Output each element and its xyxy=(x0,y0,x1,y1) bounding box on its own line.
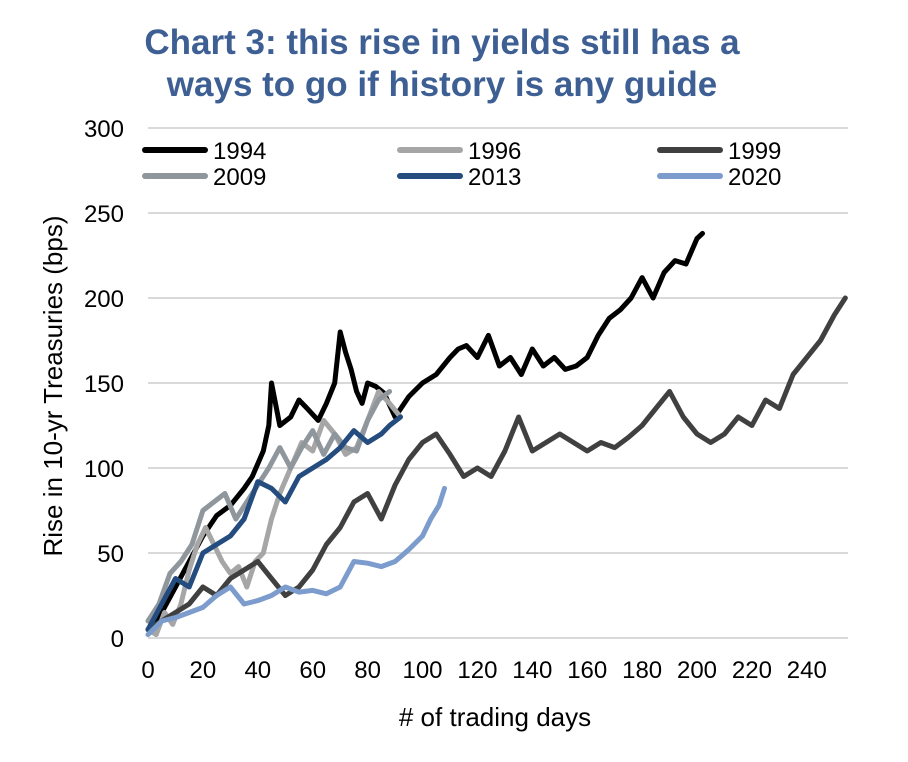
x-tick-label: 220 xyxy=(732,657,772,684)
legend-label-2020: 2020 xyxy=(728,164,781,191)
series-line-1999 xyxy=(145,295,848,632)
x-tick-label: 40 xyxy=(244,657,271,684)
x-tick-label: 140 xyxy=(512,657,552,684)
series-line-2009 xyxy=(145,389,393,624)
y-axis-ticks: 0 50 100 150 200 250 300 xyxy=(84,116,124,653)
x-tick-label: 80 xyxy=(354,657,381,684)
series-line-2013 xyxy=(145,414,403,632)
legend-label-1999: 1999 xyxy=(728,138,781,165)
x-tick-label: 160 xyxy=(567,657,607,684)
series-line-2020 xyxy=(145,485,447,638)
legend-label-1996: 1996 xyxy=(468,138,521,165)
x-tick-label: 60 xyxy=(299,657,326,684)
x-tick-label: 240 xyxy=(787,657,827,684)
y-tick-label: 0 xyxy=(111,626,124,653)
legend-label-1994: 1994 xyxy=(213,138,266,165)
series-lines xyxy=(145,230,848,638)
y-tick-label: 50 xyxy=(97,541,124,568)
y-tick-label: 250 xyxy=(84,201,124,228)
y-tick-label: 150 xyxy=(84,371,124,398)
x-tick-label: 100 xyxy=(402,657,442,684)
x-tick-label: 20 xyxy=(190,657,217,684)
chart-title-line-1: Chart 3: this rise in yields still has a xyxy=(144,23,740,62)
chart-title-line-2: ways to go if history is any guide xyxy=(166,65,718,104)
legend-label-2013: 2013 xyxy=(468,164,521,191)
x-tick-label: 200 xyxy=(677,657,717,684)
x-tick-label: 120 xyxy=(457,657,497,684)
y-tick-label: 100 xyxy=(84,456,124,483)
x-axis-ticks: 0 20 40 60 80 100 120 140 160 180 200 220 240 xyxy=(141,657,827,684)
legend: 1994 1996 1999 2009 2013 2020 xyxy=(142,138,781,191)
x-tick-label: 180 xyxy=(622,657,662,684)
series-line-1994 xyxy=(145,230,705,632)
y-tick-label: 200 xyxy=(84,286,124,313)
y-axis-label: Rise in 10-yr Treasuries (bps) xyxy=(38,216,68,557)
chart-title: Chart 3: this rise in yields still has a… xyxy=(0,22,884,106)
legend-label-2009: 2009 xyxy=(213,164,266,191)
x-axis-label: # of trading days xyxy=(399,702,591,732)
x-tick-label: 0 xyxy=(141,657,154,684)
y-tick-label: 300 xyxy=(84,116,124,143)
